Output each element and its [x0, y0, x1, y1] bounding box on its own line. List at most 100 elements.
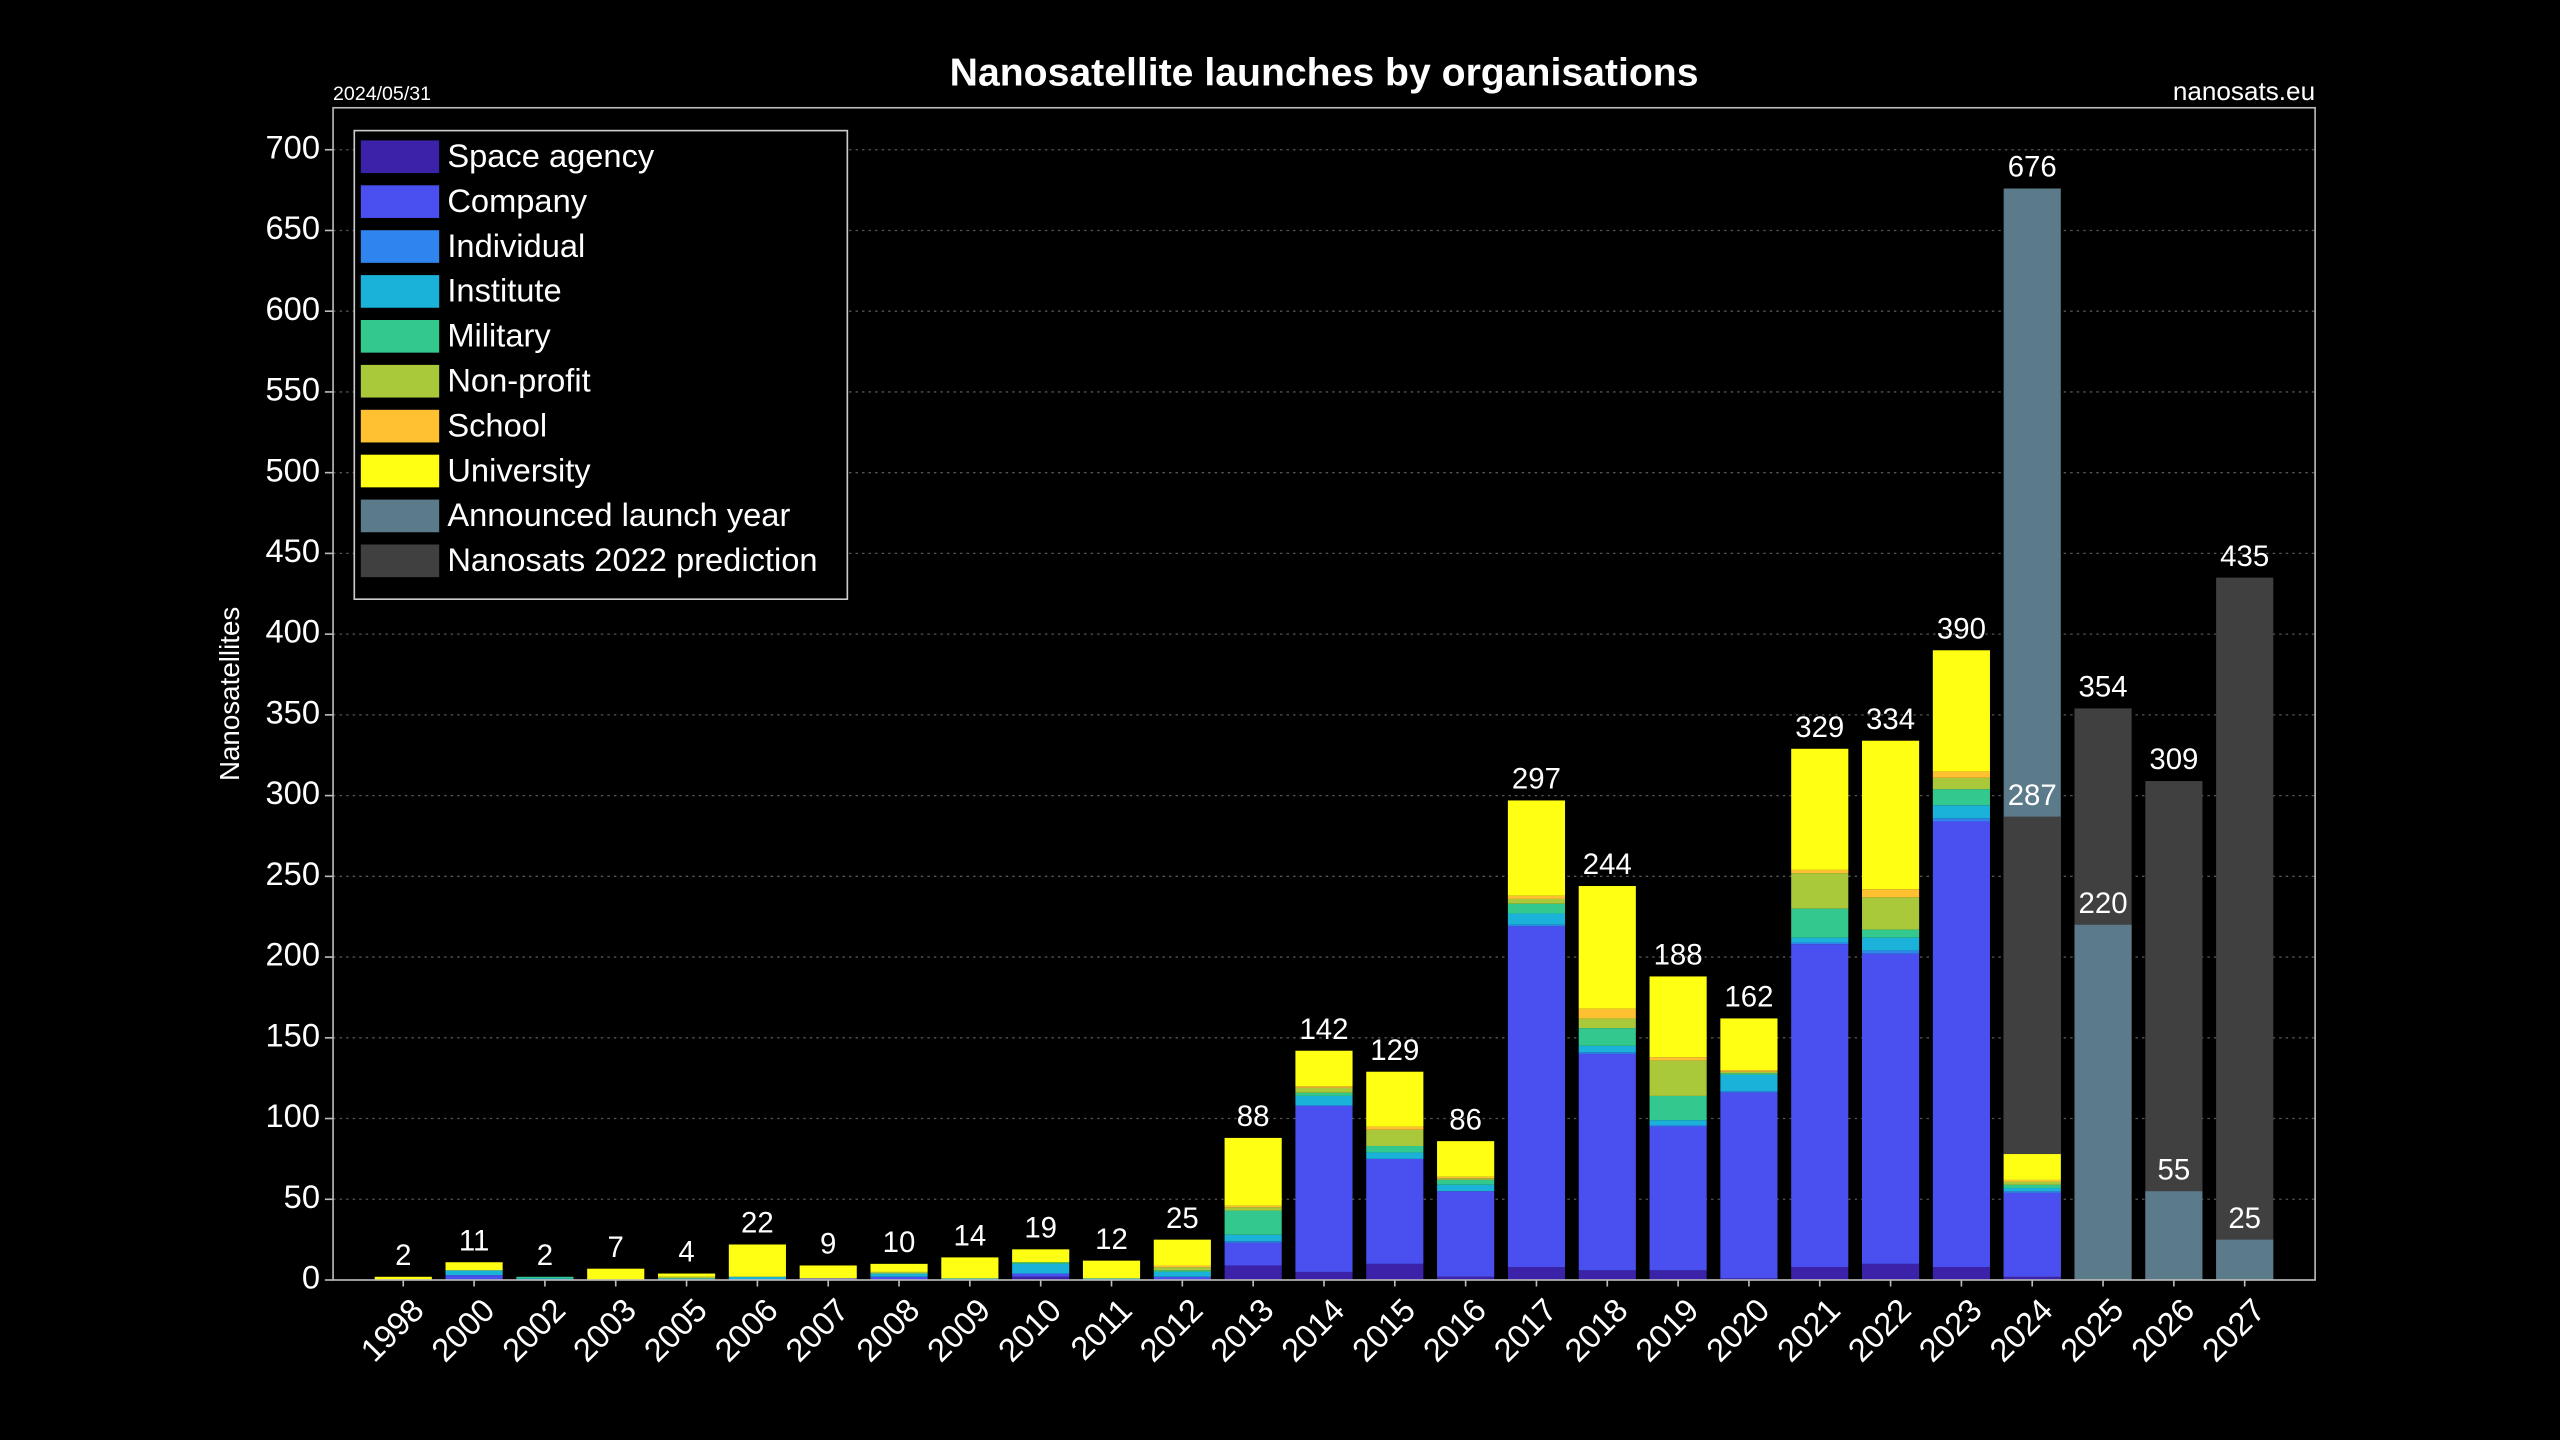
- total-label: 2: [537, 1239, 553, 1272]
- bar-segment: [1295, 1050, 1353, 1087]
- bar-segment: [657, 1276, 716, 1279]
- bar-segment: [1507, 800, 1566, 896]
- bar-segment: [1153, 1265, 1211, 1268]
- total-label: 22: [741, 1207, 774, 1240]
- bar-segment: [1224, 1137, 1282, 1206]
- bar-segment: [1932, 650, 1990, 772]
- chart-title: Nanosatellite launches by organisations: [950, 51, 1699, 94]
- bar-segment: [1366, 1152, 1424, 1159]
- total-label: 7: [608, 1231, 624, 1264]
- bar-segment: [941, 1257, 999, 1279]
- total-label: 297: [1512, 763, 1561, 796]
- legend-label: Military: [447, 317, 551, 354]
- legend-label: Nanosats 2022 prediction: [447, 541, 817, 578]
- y-tick-label: 150: [266, 1016, 320, 1053]
- bar-segment: [1791, 942, 1849, 945]
- bar-segment: [1012, 1263, 1070, 1274]
- bar-segment: [1153, 1239, 1211, 1266]
- value-label: 676: [2008, 151, 2057, 184]
- bar-segment: [1649, 1095, 1707, 1121]
- bars: [374, 188, 2274, 1280]
- bar-segment: [2003, 1184, 2061, 1188]
- bar-segment: [1366, 1071, 1424, 1127]
- bar-segment: [1224, 1210, 1282, 1235]
- bar-segment: [1366, 1263, 1424, 1280]
- bar-segment: [870, 1271, 928, 1274]
- overlay-bar: [2074, 924, 2132, 1280]
- value-label: 25: [2228, 1202, 2261, 1235]
- bar-segment: [1437, 1178, 1495, 1180]
- bar-segment: [1224, 1265, 1282, 1280]
- bar-segment: [1649, 1060, 1707, 1096]
- y-tick-label: 400: [266, 613, 320, 650]
- legend-swatch: [360, 320, 440, 353]
- bar-segment: [2003, 1181, 2061, 1185]
- legend-swatch: [360, 409, 440, 443]
- bar-segment: [1932, 777, 1990, 790]
- total-label: 142: [1299, 1013, 1348, 1046]
- bar-segment: [799, 1265, 857, 1279]
- total-label: 334: [1866, 703, 1915, 736]
- bar-segment: [1578, 1270, 1636, 1280]
- bar-segment: [1153, 1270, 1211, 1272]
- bar-segment: [1862, 953, 1920, 1264]
- legend-label: Individual: [447, 227, 585, 264]
- bar-segment: [2003, 1276, 2061, 1280]
- y-axis-label: Nanosatellites: [214, 607, 245, 781]
- bar-segment: [1791, 937, 1849, 943]
- bar-segment: [1649, 1124, 1707, 1127]
- legend: Space agency Company Individual Institute Mi…: [353, 129, 849, 600]
- bar-segment: [1578, 886, 1636, 1009]
- bar-segment: [1791, 748, 1849, 870]
- value-label: 309: [2149, 743, 2198, 776]
- bar-segment: [870, 1273, 928, 1277]
- bar-segment: [1791, 869, 1849, 874]
- bar-segment: [1720, 1073, 1778, 1075]
- bar-segment: [1437, 1179, 1495, 1185]
- bar-segment: [1932, 771, 1990, 778]
- bar-segment: [1578, 1028, 1636, 1046]
- bar-segment: [1720, 1092, 1778, 1279]
- bar-segment: [1791, 1267, 1849, 1280]
- bar-segment: [1862, 740, 1920, 890]
- bar-segment: [1578, 1053, 1636, 1271]
- bar-segment: [1082, 1260, 1141, 1279]
- y-tick-label: 50: [284, 1178, 320, 1215]
- bar-segment: [1507, 913, 1566, 925]
- bar-segment: [1012, 1262, 1070, 1264]
- bar-segment: [1649, 1120, 1707, 1125]
- bar-segment: [1649, 1057, 1707, 1061]
- bar-segment: [1366, 1145, 1424, 1153]
- bar-segment: [1862, 897, 1920, 930]
- total-label: 4: [678, 1236, 694, 1269]
- bar-segment: [1224, 1205, 1282, 1208]
- bar-segment: [1791, 873, 1849, 909]
- bar-segment: [1720, 1018, 1778, 1071]
- bar-segment: [1366, 1126, 1424, 1130]
- bar-segment: [1720, 1074, 1778, 1092]
- bar-segment: [1507, 1267, 1566, 1280]
- overlay-bar: [2216, 1239, 2274, 1280]
- bar-segment: [1932, 805, 1990, 819]
- y-tick-label: 100: [266, 1097, 320, 1134]
- total-label: 88: [1237, 1100, 1270, 1133]
- bar-segment: [1437, 1276, 1495, 1280]
- bar-segment: [587, 1268, 645, 1280]
- bar-segment: [1932, 1267, 1990, 1280]
- legend-label: Announced launch year: [447, 496, 790, 533]
- bar-segment: [870, 1263, 928, 1272]
- total-label: 329: [1795, 711, 1844, 744]
- bar-segment: [1932, 789, 1990, 806]
- y-tick-label: 550: [266, 371, 320, 408]
- bar-segment: [1507, 898, 1566, 904]
- bar-segment: [1295, 1086, 1353, 1088]
- bar-segment: [1720, 1091, 1778, 1093]
- legend-label: University: [447, 451, 591, 488]
- bar-segment: [2003, 1179, 2061, 1182]
- bar-segment: [1862, 937, 1920, 951]
- total-label: 244: [1583, 848, 1632, 881]
- y-tick-label: 450: [266, 532, 320, 569]
- bar-segment: [2003, 1187, 2061, 1192]
- bar-segment: [1224, 1241, 1282, 1243]
- bar-segment: [1224, 1234, 1282, 1242]
